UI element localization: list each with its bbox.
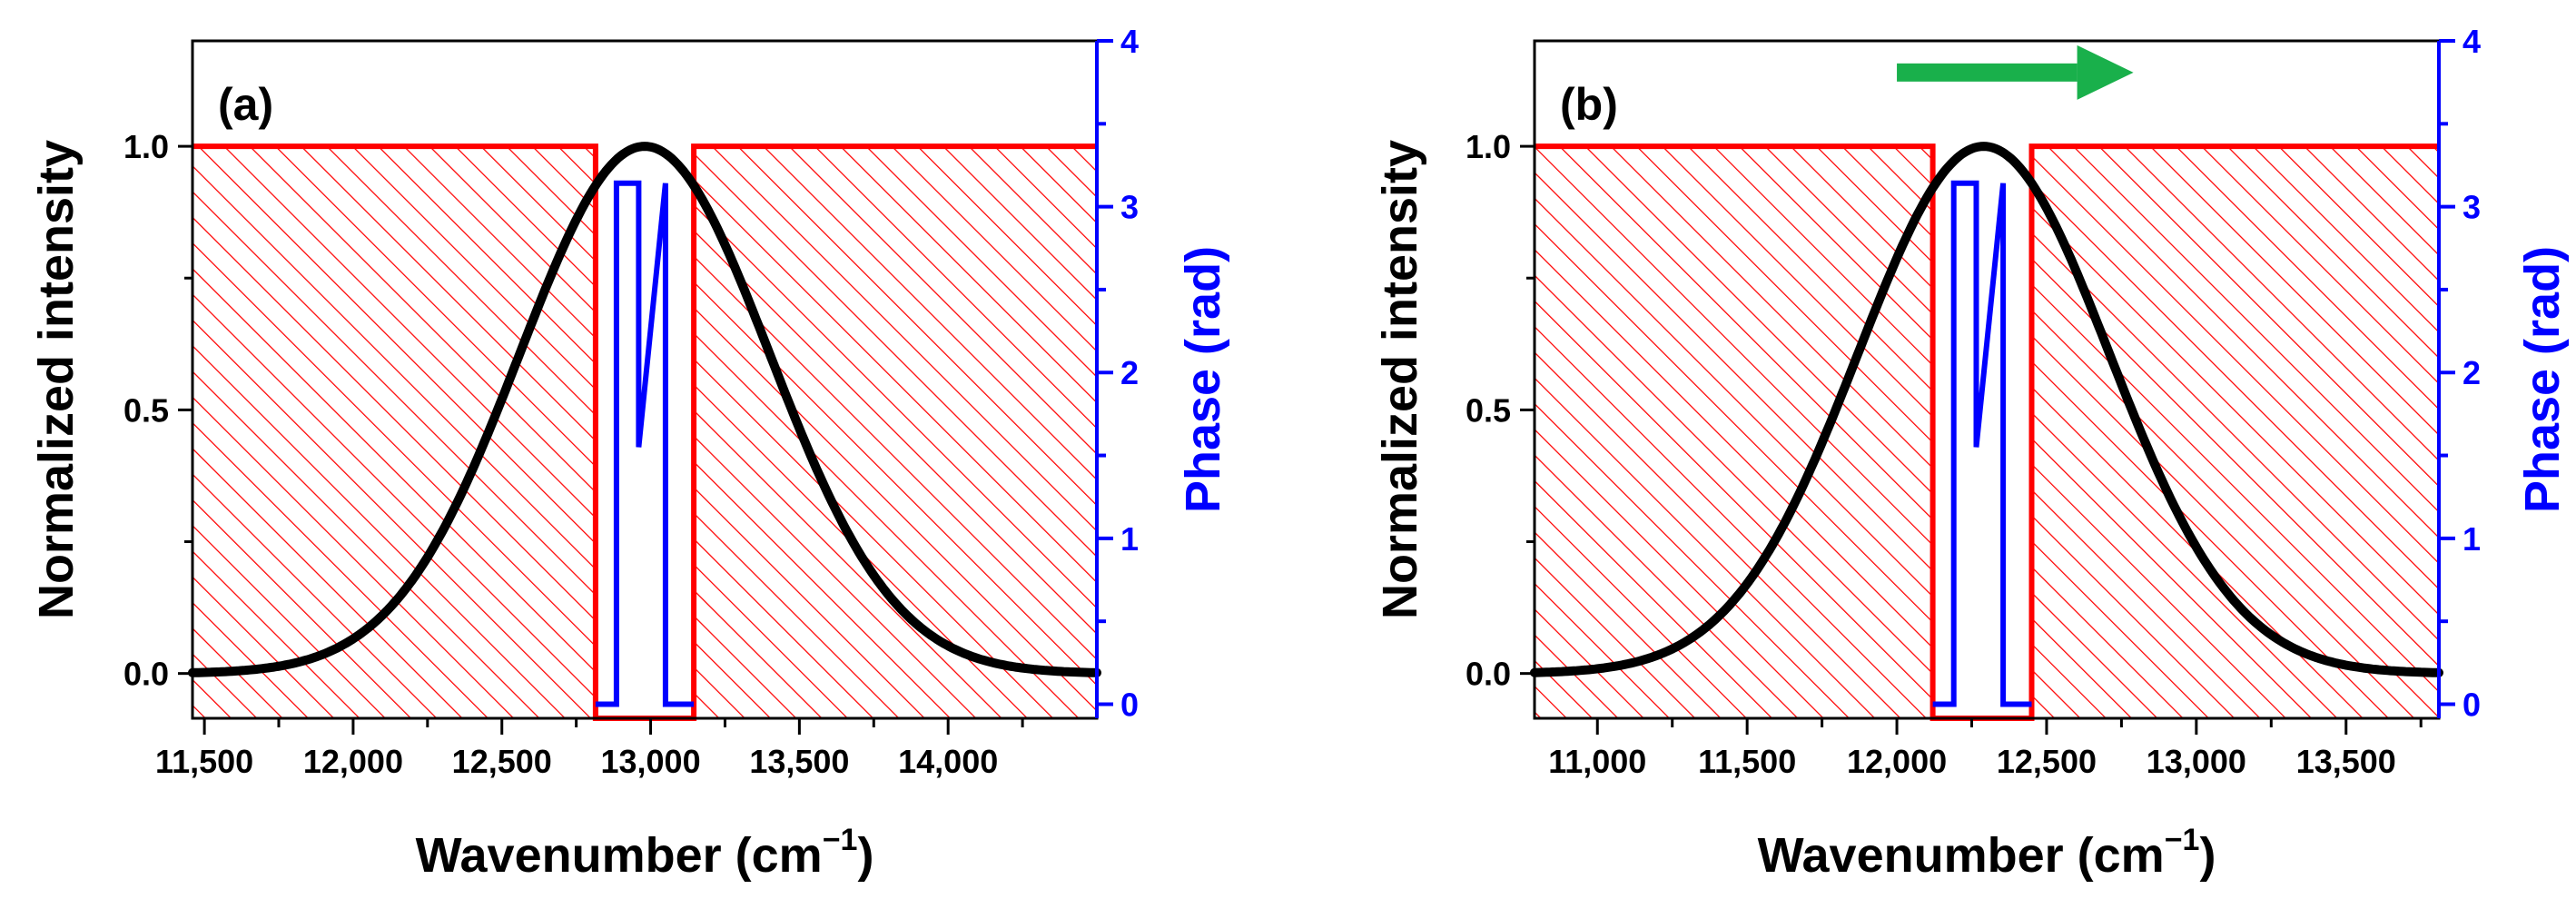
panel-b-masked-region-0 (1535, 146, 1933, 718)
panel-b-phase-line (1932, 180, 2032, 707)
panel-a-x-tick-label: 12,000 (303, 743, 403, 780)
panel-b-masked-region-1 (2031, 146, 2439, 718)
panel-a-x-tick-label: 14,000 (898, 743, 998, 780)
panel-b-label: (b) (1560, 79, 1618, 130)
panel-b-y-axis-title: Normalized intensity (1373, 140, 1427, 619)
panel-a-x-tick-label: 13,000 (600, 743, 700, 780)
panel-b-y2-axis-title: Phase (rad) (2515, 246, 2570, 513)
panel-b-hatch-layer (1535, 146, 2439, 718)
panel-b-y-tick-label: 0.0 (1466, 656, 1511, 693)
panel-b-arrow-head (2077, 44, 2134, 100)
panel-a-y2-ticks: 0 1 2 3 4 (1097, 23, 1139, 723)
panel-a-phase-layer (595, 180, 695, 707)
panel-a-y2-tick-label: 1 (1120, 520, 1139, 558)
panel-a-x-tick-label: 11,500 (155, 743, 253, 780)
panel-a-x-ticks: 11,500 12,000 12,500 13,000 13,500 14,000 (155, 718, 1024, 780)
panel-a-intensity-curve (188, 142, 1101, 677)
panel-a-phase-line (595, 180, 695, 707)
panel-a-y-tick-label: 0.0 (123, 656, 169, 693)
panel-a-y2-tick-label: 0 (1120, 686, 1139, 723)
panel-a-y-tick-label: 1.0 (123, 128, 169, 165)
panel-a-masked-region-0 (192, 146, 596, 718)
panel-a-y-ticks: 0.0 0.5 1.0 (123, 128, 192, 693)
panel-a-x-tick-label: 13,500 (749, 743, 849, 780)
panel-b-y2-tick-label: 4 (2462, 23, 2481, 60)
panel-a-masked-region-1 (694, 146, 1097, 718)
panel-b-arrow-shape (1897, 44, 2134, 100)
panel-a-y2-axis-title: Phase (rad) (1176, 246, 1230, 513)
panel-b-curve-layer (1530, 142, 2443, 677)
panel-b-x-tick-label: 12,500 (1997, 743, 2097, 780)
panel-a-x-tick-label: 12,500 (452, 743, 552, 780)
panel-a-y-axis-title: Normalized intensity (29, 140, 84, 619)
panel-a-hatch-layer (192, 146, 1097, 718)
panel-b-y-tick-label: 1.0 (1466, 128, 1511, 165)
panel-b-y2-ticks: 0 1 2 3 4 (2439, 23, 2481, 723)
panel-b-intensity-curve (1530, 142, 2443, 677)
panel-b-x-tick-label: 11,500 (1698, 743, 1796, 780)
panel-b-x-ticks: 11,000 11,500 12,000 12,500 13,000 13,500 (1548, 718, 2423, 780)
panel-a-y2-tick-label: 2 (1120, 354, 1139, 391)
panel-b: 11,000 11,500 12,000 12,500 13,000 13,500 0.0… (1373, 23, 2570, 883)
panel-a-y2-tick-label: 3 (1120, 189, 1139, 226)
panel-b-y-ticks: 0.0 0.5 1.0 (1466, 128, 1535, 693)
panel-b-x-tick-label: 13,000 (2147, 743, 2246, 780)
panel-b-x-axis-title: Wavenumber (cm−1) (1758, 823, 2216, 883)
panel-a-curve-layer (188, 142, 1101, 677)
panel-a: 11,500 12,000 12,500 13,000 13,500 14,000 0.0… (29, 23, 1230, 883)
panel-b-arrow (1897, 44, 2134, 100)
panel-a-y-tick-label: 0.5 (123, 391, 169, 429)
panel-b-y2-tick-label: 2 (2462, 354, 2481, 391)
panel-b-arrow-shaft (1897, 63, 2078, 82)
panel-a-y2-tick-label: 4 (1120, 23, 1139, 60)
panel-a-x-axis-title: Wavenumber (cm−1) (416, 823, 874, 883)
panel-b-y-tick-label: 0.5 (1466, 391, 1511, 429)
panel-b-phase-layer (1932, 180, 2032, 707)
panel-b-x-tick-label: 13,500 (2296, 743, 2396, 780)
panel-b-y2-tick-label: 0 (2462, 686, 2481, 723)
panel-b-x-tick-label: 12,000 (1847, 743, 1947, 780)
panel-a-label: (a) (218, 79, 273, 130)
panel-b-y2-tick-label: 1 (2462, 520, 2481, 558)
panel-b-x-tick-label: 11,000 (1548, 743, 1646, 780)
panel-b-y2-tick-label: 3 (2462, 189, 2481, 226)
